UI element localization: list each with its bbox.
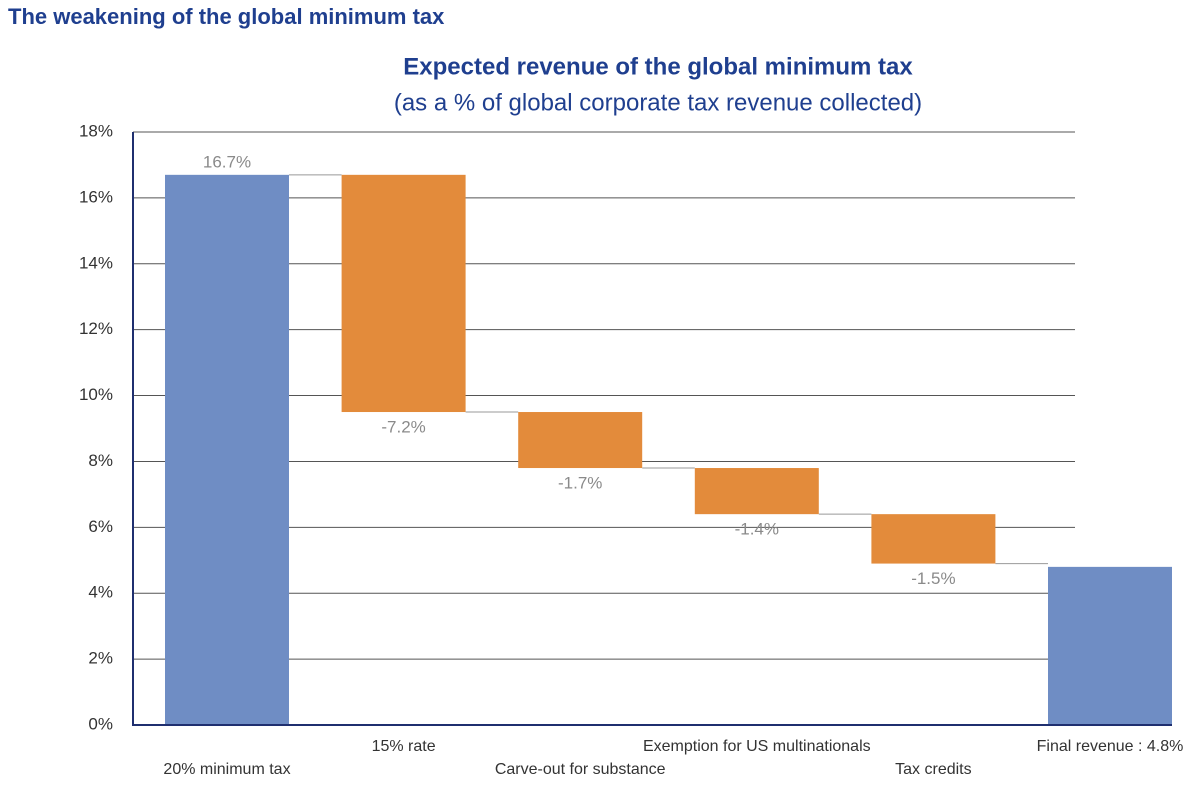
chart-title: Expected revenue of the global minimum t… bbox=[403, 53, 913, 80]
y-tick-label: 8% bbox=[88, 451, 113, 470]
x-tick-label: Final revenue : 4.8% bbox=[1037, 738, 1184, 755]
y-tick-label: 10% bbox=[79, 385, 113, 404]
x-tick-label: Exemption for US multinationals bbox=[643, 738, 871, 755]
y-tick-label: 6% bbox=[88, 517, 113, 536]
bar bbox=[871, 514, 996, 564]
value-label: -1.5% bbox=[911, 569, 955, 588]
chart-subtitle: (as a % of global corporate tax revenue … bbox=[394, 89, 922, 116]
bar bbox=[341, 174, 466, 413]
x-tick-label: Tax credits bbox=[895, 761, 971, 778]
value-label: 16.7% bbox=[203, 152, 251, 171]
bar bbox=[694, 468, 819, 515]
x-tick-label: 20% minimum tax bbox=[163, 761, 290, 778]
y-tick-label: 4% bbox=[88, 583, 113, 602]
value-label: -1.7% bbox=[558, 474, 602, 493]
y-tick-label: 12% bbox=[79, 319, 113, 338]
x-tick-label: Carve-out for substance bbox=[495, 761, 666, 778]
bar bbox=[1048, 566, 1172, 725]
bar bbox=[165, 174, 289, 726]
page-header: The weakening of the global minimum tax bbox=[8, 4, 445, 29]
y-tick-label: 18% bbox=[79, 121, 113, 140]
y-tick-label: 16% bbox=[79, 187, 113, 206]
y-tick-label: 0% bbox=[88, 714, 113, 733]
y-tick-label: 2% bbox=[88, 649, 113, 668]
y-tick-label: 14% bbox=[79, 253, 113, 272]
value-label: -1.4% bbox=[735, 520, 779, 539]
value-label: -7.2% bbox=[381, 418, 425, 437]
bar bbox=[518, 412, 643, 469]
x-tick-label: 15% rate bbox=[372, 738, 436, 755]
